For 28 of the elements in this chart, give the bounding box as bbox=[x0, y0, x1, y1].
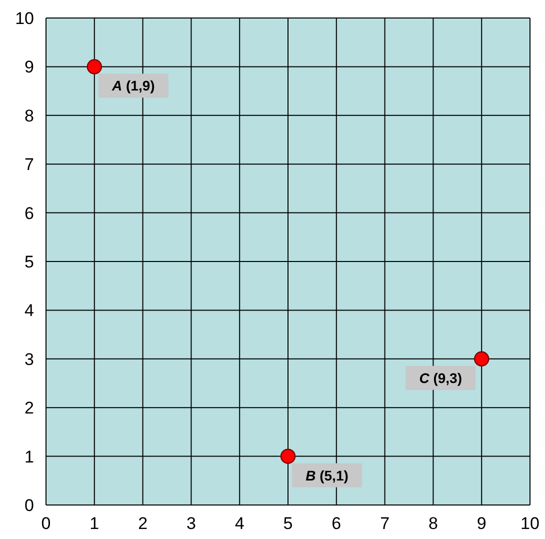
point bbox=[280, 448, 296, 464]
y-tick-label: 5 bbox=[24, 252, 34, 272]
y-tick-label: 6 bbox=[24, 204, 34, 223]
x-tick-label: 1 bbox=[90, 514, 100, 534]
annotation: A (1,9) bbox=[110, 78, 155, 94]
point bbox=[474, 351, 490, 366]
y-tick-label: 0 bbox=[24, 496, 34, 516]
y-tick-label: 7 bbox=[24, 155, 34, 174]
y-tick-label: 2 bbox=[24, 398, 34, 418]
annotation: B (5,1) bbox=[306, 467, 348, 484]
x-tick-label: 8 bbox=[428, 514, 438, 534]
x-tick-label: 0 bbox=[41, 514, 51, 534]
y-tick-label: 10 bbox=[15, 9, 34, 28]
point bbox=[86, 59, 102, 74]
y-tick-label: 3 bbox=[24, 350, 34, 369]
y-tick-label: 8 bbox=[24, 106, 34, 126]
y-tick-label: 9 bbox=[24, 58, 34, 77]
x-tick-label: 9 bbox=[476, 514, 486, 534]
x-tick-label: 7 bbox=[380, 514, 390, 534]
annotation: C (9,3) bbox=[419, 370, 462, 386]
x-tick-label: 3 bbox=[186, 514, 196, 534]
x-tick-label: 2 bbox=[138, 514, 148, 534]
x-tick-label: 4 bbox=[234, 514, 244, 534]
x-tick-label: 6 bbox=[332, 514, 342, 534]
y-tick-label: 1 bbox=[24, 447, 34, 466]
x-tick-label: 10 bbox=[520, 514, 540, 534]
x-tick-label: 5 bbox=[283, 514, 293, 534]
y-tick-label: 4 bbox=[24, 301, 34, 320]
